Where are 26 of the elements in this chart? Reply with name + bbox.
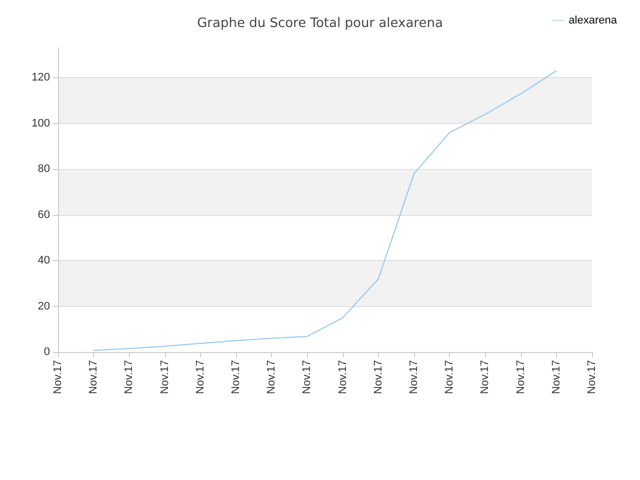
x-tick-label: Nov.17 — [230, 360, 242, 394]
x-tick-label: Nov.17 — [301, 360, 314, 394]
x-tick-label: Nov.17 — [444, 360, 456, 394]
y-tick-label: 0 — [44, 346, 50, 358]
x-tick-label: Nov.17 — [52, 360, 64, 394]
x-tick-label: Nov.17 — [372, 360, 384, 394]
chart-title: Graphe du Score Total pour alexarena — [197, 16, 443, 31]
line-series — [93, 70, 557, 351]
legend-label: alexarena — [568, 14, 618, 26]
x-tick-label: Nov.17 — [194, 360, 206, 394]
x-tick-label: Nov.17 — [550, 360, 562, 394]
x-tick-label: Nov.17 — [123, 360, 136, 394]
x-tick-label: Nov.17 — [514, 360, 527, 394]
x-tick-label: Nov.17 — [266, 360, 278, 394]
x-tick-label: Nov.17 — [479, 360, 492, 394]
x-tick-label: Nov.17 — [408, 360, 420, 394]
x-tick-label: Nov.17 — [336, 360, 349, 394]
x-tick-label: Nov.17 — [158, 360, 171, 394]
y-tick-label: 100 — [32, 117, 50, 130]
y-tick-label: 20 — [38, 300, 50, 312]
y-tick-label: 60 — [38, 208, 50, 221]
x-tick-label: Nov.17 — [586, 360, 598, 394]
x-tick-label: Nov.17 — [88, 360, 100, 394]
y-tick-label: 80 — [38, 163, 50, 176]
y-tick-label: 120 — [32, 72, 50, 84]
y-tick-label: 40 — [38, 254, 50, 267]
